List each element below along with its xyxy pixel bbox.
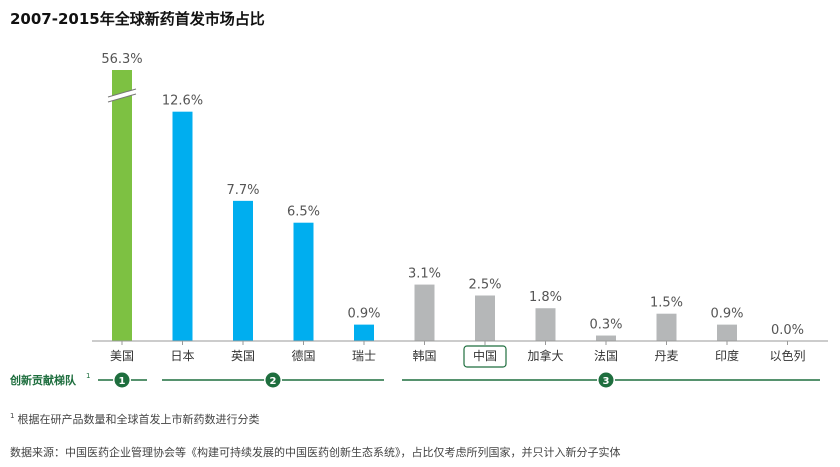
- bar-8: [596, 335, 616, 341]
- value-labels-layer: 56.3% 12.6% 7.7% 6.5% 0.9% 3.1% 2.5% 1.8% 0.3% 1.…: [101, 52, 804, 338]
- value-label: 12.6%: [162, 94, 203, 109]
- tier-marker-1: [114, 372, 130, 388]
- category-label: 韩国: [412, 348, 436, 363]
- bar-6: [475, 295, 495, 341]
- value-label: 0.3%: [589, 318, 622, 333]
- value-label: 1.8%: [529, 290, 562, 305]
- bar-chart: 56.3% 12.6% 7.7% 6.5% 0.9% 3.1% 2.5% 1.8% 0.3% 1.…: [9, 52, 828, 389]
- category-label: 以色列: [769, 349, 805, 363]
- source-note: 数据来源：中国医药企业管理协会等《构建可持续发展的中国医药创新生态系统》，占比仅…: [10, 446, 621, 459]
- bar-7: [535, 308, 556, 341]
- value-label: 6.5%: [287, 205, 320, 220]
- footnote: 1 根据在研产品数量和全球首发上市新药数进行分类: [10, 411, 259, 427]
- value-label: 2.5%: [468, 278, 501, 293]
- category-label: 日本: [170, 349, 194, 363]
- category-label: 英国: [231, 349, 255, 363]
- footnote-marker: 1: [10, 412, 15, 421]
- tier-axis-layer: 创新贡献梯队 1 1 2 3: [9, 371, 820, 389]
- value-label: 0.9%: [347, 307, 380, 322]
- bar-0: [112, 70, 132, 341]
- category-label: 德国: [291, 348, 315, 363]
- tier-marker-2: [265, 372, 281, 388]
- bar-1: [172, 111, 193, 342]
- value-label: 1.5%: [650, 296, 683, 311]
- value-label: 7.7%: [226, 183, 259, 198]
- value-label: 0.0%: [771, 323, 804, 338]
- footnote-text: 根据在研产品数量和全球首发上市新药数进行分类: [17, 413, 260, 426]
- category-label: 美国: [110, 349, 134, 363]
- category-label: 法国: [594, 349, 618, 363]
- category-labels-layer: 美国 日本 英国 德国 瑞士 韩国 中国 加拿大 法国 丹麦 印度 以色列: [110, 341, 806, 368]
- value-label: 3.1%: [408, 267, 441, 282]
- axis-break-line: [107, 93, 137, 103]
- category-label: 丹麦: [654, 349, 678, 363]
- chart-title: 2007-2015年全球新药首发市场占比: [10, 10, 265, 28]
- tier-marker-label: 1: [119, 376, 126, 387]
- bar-4: [354, 324, 374, 341]
- category-label: 瑞士: [352, 349, 376, 363]
- highlight-box: [463, 345, 507, 368]
- category-label: 印度: [715, 348, 739, 363]
- tier-marker-label: 2: [270, 376, 277, 387]
- category-label: 中国: [473, 348, 497, 363]
- bars-layer: [107, 70, 737, 342]
- tier-marker-label: 3: [603, 376, 610, 387]
- category-label: 加拿大: [527, 348, 563, 363]
- tier-axis-label: 创新贡献梯队: [9, 373, 77, 387]
- bar-10: [717, 324, 737, 341]
- bar-3: [293, 222, 314, 341]
- axis-break-line: [107, 88, 137, 98]
- axis-break-gap: [108, 89, 136, 102]
- tier-axis-label-sup: 1: [86, 372, 90, 380]
- bar-5: [414, 284, 435, 341]
- tier-marker-3: [598, 372, 614, 388]
- value-label: 0.9%: [710, 307, 743, 322]
- value-label: 56.3%: [101, 52, 142, 67]
- bar-9: [656, 313, 677, 341]
- bar-2: [233, 200, 253, 341]
